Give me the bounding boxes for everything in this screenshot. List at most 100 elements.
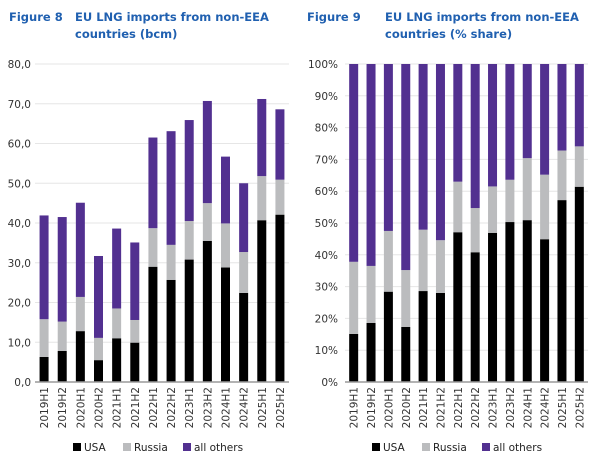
bar-all-others [112,228,122,309]
y-tick-label: 70% [315,154,338,166]
y-tick-label: 60% [315,186,338,198]
x-tick-label: 2022H2 [166,387,178,428]
y-tick-label: 60,0 [8,139,31,151]
bar-usa [130,342,140,382]
x-tick-label: 2025H2 [574,387,586,428]
y-tick-label: 80% [315,123,338,135]
bar-usa [453,232,463,382]
bar-all-others [453,64,463,182]
x-tick-label: 2021H1 [418,387,430,428]
bar-usa [94,360,103,382]
y-tick-label: 10,0 [8,337,31,349]
x-tick-label: 2021H2 [130,387,142,428]
y-tick-label: 20,0 [8,298,31,310]
bar-all-others [184,120,194,222]
x-tick-label: 2021H2 [435,387,447,428]
bar-russia [540,174,550,240]
x-tick-label: 2024H2 [540,387,552,428]
bar-russia [366,265,376,323]
x-tick-label: 2022H1 [148,387,160,428]
y-tick-label: 30% [315,282,338,294]
bar-all-others [148,137,158,229]
bar-usa [239,292,249,382]
y-tick-label: 50,0 [8,178,31,190]
y-tick-label: 0% [321,377,338,389]
bar-russia [435,240,445,293]
figure-9-label: Figure 9 [307,10,361,24]
bar-russia [166,244,176,280]
bar-all-others [401,64,411,271]
bar-all-others [557,64,567,151]
bar-all-others [221,156,230,224]
y-tick-label: 10% [315,345,338,357]
x-tick-label: 2023H2 [505,387,517,428]
bar-all-others [75,202,85,297]
bar-russia [275,179,285,215]
bar-usa [366,322,376,382]
x-tick-label: 2025H2 [275,387,287,428]
y-tick-label: 100% [308,59,338,71]
legend-swatch-usa [73,443,81,451]
bar-usa [401,326,411,382]
bar-usa [349,333,359,382]
y-tick-label: 40,0 [8,218,31,230]
bar-all-others [166,131,176,245]
bar-russia [383,230,393,292]
bar-all-others [540,64,550,175]
y-tick-label: 30,0 [8,258,31,270]
bar-all-others [488,64,498,187]
bar-all-others [57,217,67,322]
bar-all-others [470,64,480,209]
bar-all-others [418,64,428,230]
y-tick-label: 80,0 [8,59,31,71]
x-tick-label: 2025H1 [257,387,269,428]
x-tick-label: 2020H2 [94,387,106,428]
bar-russia [505,179,515,223]
bar-usa [470,252,480,382]
bar-russia [202,203,212,241]
bar-all-others [574,64,584,147]
bar-russia [401,270,411,327]
bar-russia [94,337,103,361]
bar-russia [557,150,567,201]
x-tick-label: 2023H1 [184,387,196,428]
bar-usa [148,266,158,382]
y-tick-label: 50% [315,218,338,230]
bar-usa [75,331,85,382]
x-tick-label: 2019H1 [39,387,51,428]
legend-label: USA [383,442,406,454]
bar-usa [202,240,212,382]
bar-russia [239,252,249,293]
bar-all-others [522,64,532,159]
legend-swatch-russia [123,443,131,451]
y-tick-label: 40% [315,250,338,262]
y-tick-label: 0,0 [14,377,31,389]
legend-label: Russia [134,442,168,454]
x-tick-label: 2019H2 [366,387,378,428]
bar-all-others [349,64,359,262]
bar-russia [75,296,85,332]
x-tick-label: 2022H2 [470,387,482,428]
legend-label: USA [84,442,107,454]
bar-russia [470,208,480,253]
bar-russia [184,221,194,260]
bar-all-others [257,98,267,177]
y-tick-label: 20% [315,313,338,325]
bar-russia [522,158,532,221]
x-tick-label: 2020H1 [75,387,87,428]
legend-label: all others [194,442,243,454]
bar-usa [383,291,393,382]
x-tick-label: 2020H2 [401,387,413,428]
y-tick-label: 90% [315,91,338,103]
bar-russia [453,181,463,233]
bar-russia [39,319,49,357]
bar-all-others [366,64,376,266]
bar-russia [148,228,158,267]
legend-swatch-russia [422,443,430,451]
figure-8-label: Figure 8 [9,10,63,24]
y-tick-label: 70,0 [8,99,31,111]
legend-swatch-usa [372,443,380,451]
x-tick-label: 2020H1 [383,387,395,428]
bar-all-others [505,64,515,180]
